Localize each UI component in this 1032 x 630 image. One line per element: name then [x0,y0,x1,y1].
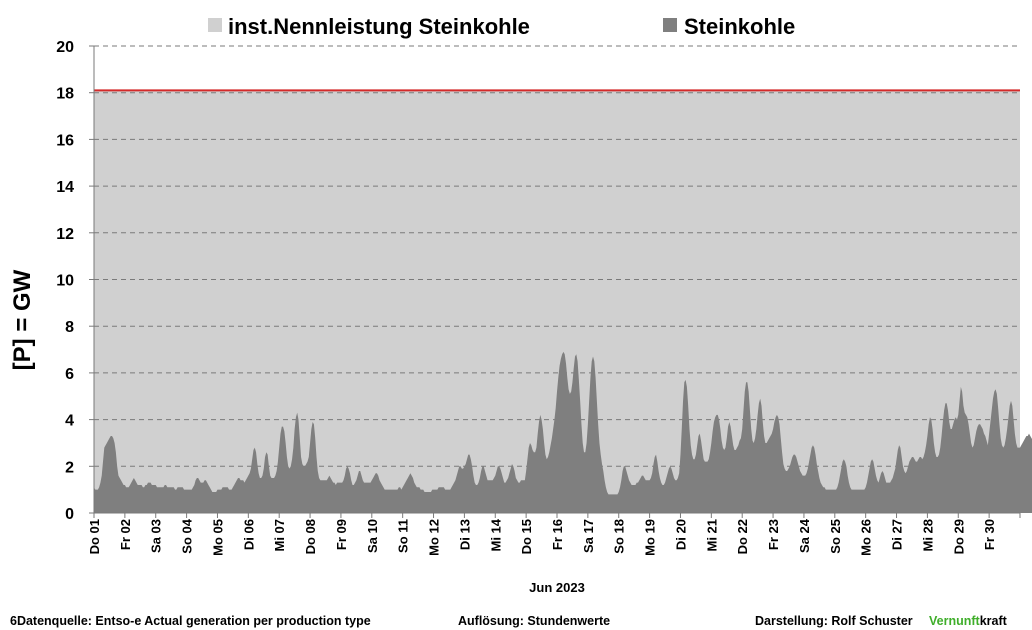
series-layer [94,89,1032,513]
footer-brand-rest: kraft [979,614,1007,628]
x-tick-label: Fr 09 [334,519,349,550]
y-tick-label: 2 [65,459,74,476]
x-tick-label: Mi 21 [704,519,719,552]
y-axis-label: [P] = GW [9,269,36,370]
footer-source: 6Datenquelle: Entso-e Actual generation … [10,614,371,628]
x-tick-label: Di 20 [673,519,688,550]
y-tick-label: 8 [65,319,74,336]
x-tick-label: Di 27 [890,519,905,550]
x-tick-label: Mi 14 [488,518,503,551]
x-tick-label: Mi 07 [272,519,287,552]
x-tick-label: Mo 05 [210,519,225,556]
x-tick-label: So 18 [612,519,627,554]
x-tick-label: Do 22 [735,519,750,554]
x-tick-label: Sa 03 [149,519,164,553]
axes [89,45,1021,518]
x-tick-label: Mo 19 [643,519,658,556]
legend-label-capacity: inst.Nennleistung Steinkohle [228,14,530,39]
y-tick-label: 10 [56,273,74,290]
footer-resolution: Auflösung: Stundenwerte [458,614,611,628]
x-tick-label: Sa 10 [365,519,380,553]
legend: inst.Nennleistung Steinkohle Steinkohle [208,14,795,39]
y-tick-label: 4 [65,413,74,430]
footer-brand-accent: Vernunft [929,614,980,628]
x-tick-label: Fr 02 [118,519,133,550]
y-tick-labels: 0 2 4 6 8 10 12 14 16 18 20 [56,39,74,523]
chart: 0 2 4 6 8 10 12 14 16 18 20 Do 01 Fr 02 Sa 03 So 04 Mo… [9,14,1032,595]
legend-swatch-capacity [208,18,222,32]
x-tick-label: Fr 23 [766,519,781,550]
legend-label-steinkohle: Steinkohle [684,14,795,39]
x-tick-label: Sa 24 [797,518,812,553]
footer-brand: Vernunftkraft [929,614,1007,628]
x-tick-labels: Do 01 Fr 02 Sa 03 So 04 Mo 05 Di 06 Mi 07 Do 08… [87,518,997,556]
y-tick-label: 12 [56,226,74,243]
y-tick-label: 6 [65,366,74,383]
x-tick-label: Do 01 [87,519,102,554]
steinkohle-area [94,351,1032,513]
y-tick-label: 20 [56,39,74,56]
x-tick-label: Fr 30 [982,519,997,550]
y-tick-label: 18 [56,86,74,103]
x-tick-label: Di 06 [241,519,256,550]
x-tick-label: Mo 26 [859,519,874,556]
x-tick-label: So 25 [828,519,843,554]
x-tick-label: Mi 28 [920,519,935,552]
x-tick-label: So 11 [396,519,411,553]
x-tick-label: Do 29 [951,519,966,554]
y-tick-label: 16 [56,132,74,149]
x-axis-label: Jun 2023 [529,580,585,595]
footer-author: Darstellung: Rolf Schuster [755,614,913,628]
x-tick-label: Fr 16 [550,519,565,550]
y-tick-label: 0 [65,506,74,523]
x-tick-label: Di 13 [457,519,472,550]
legend-swatch-steinkohle [663,18,677,32]
x-tick-label: Do 15 [519,519,534,554]
x-tick-label: Mo 12 [427,519,442,556]
x-tick-label: Do 08 [303,519,318,554]
x-tick-label: Sa 17 [581,519,596,553]
x-tick-label: So 04 [180,518,195,553]
y-tick-label: 14 [56,179,74,196]
